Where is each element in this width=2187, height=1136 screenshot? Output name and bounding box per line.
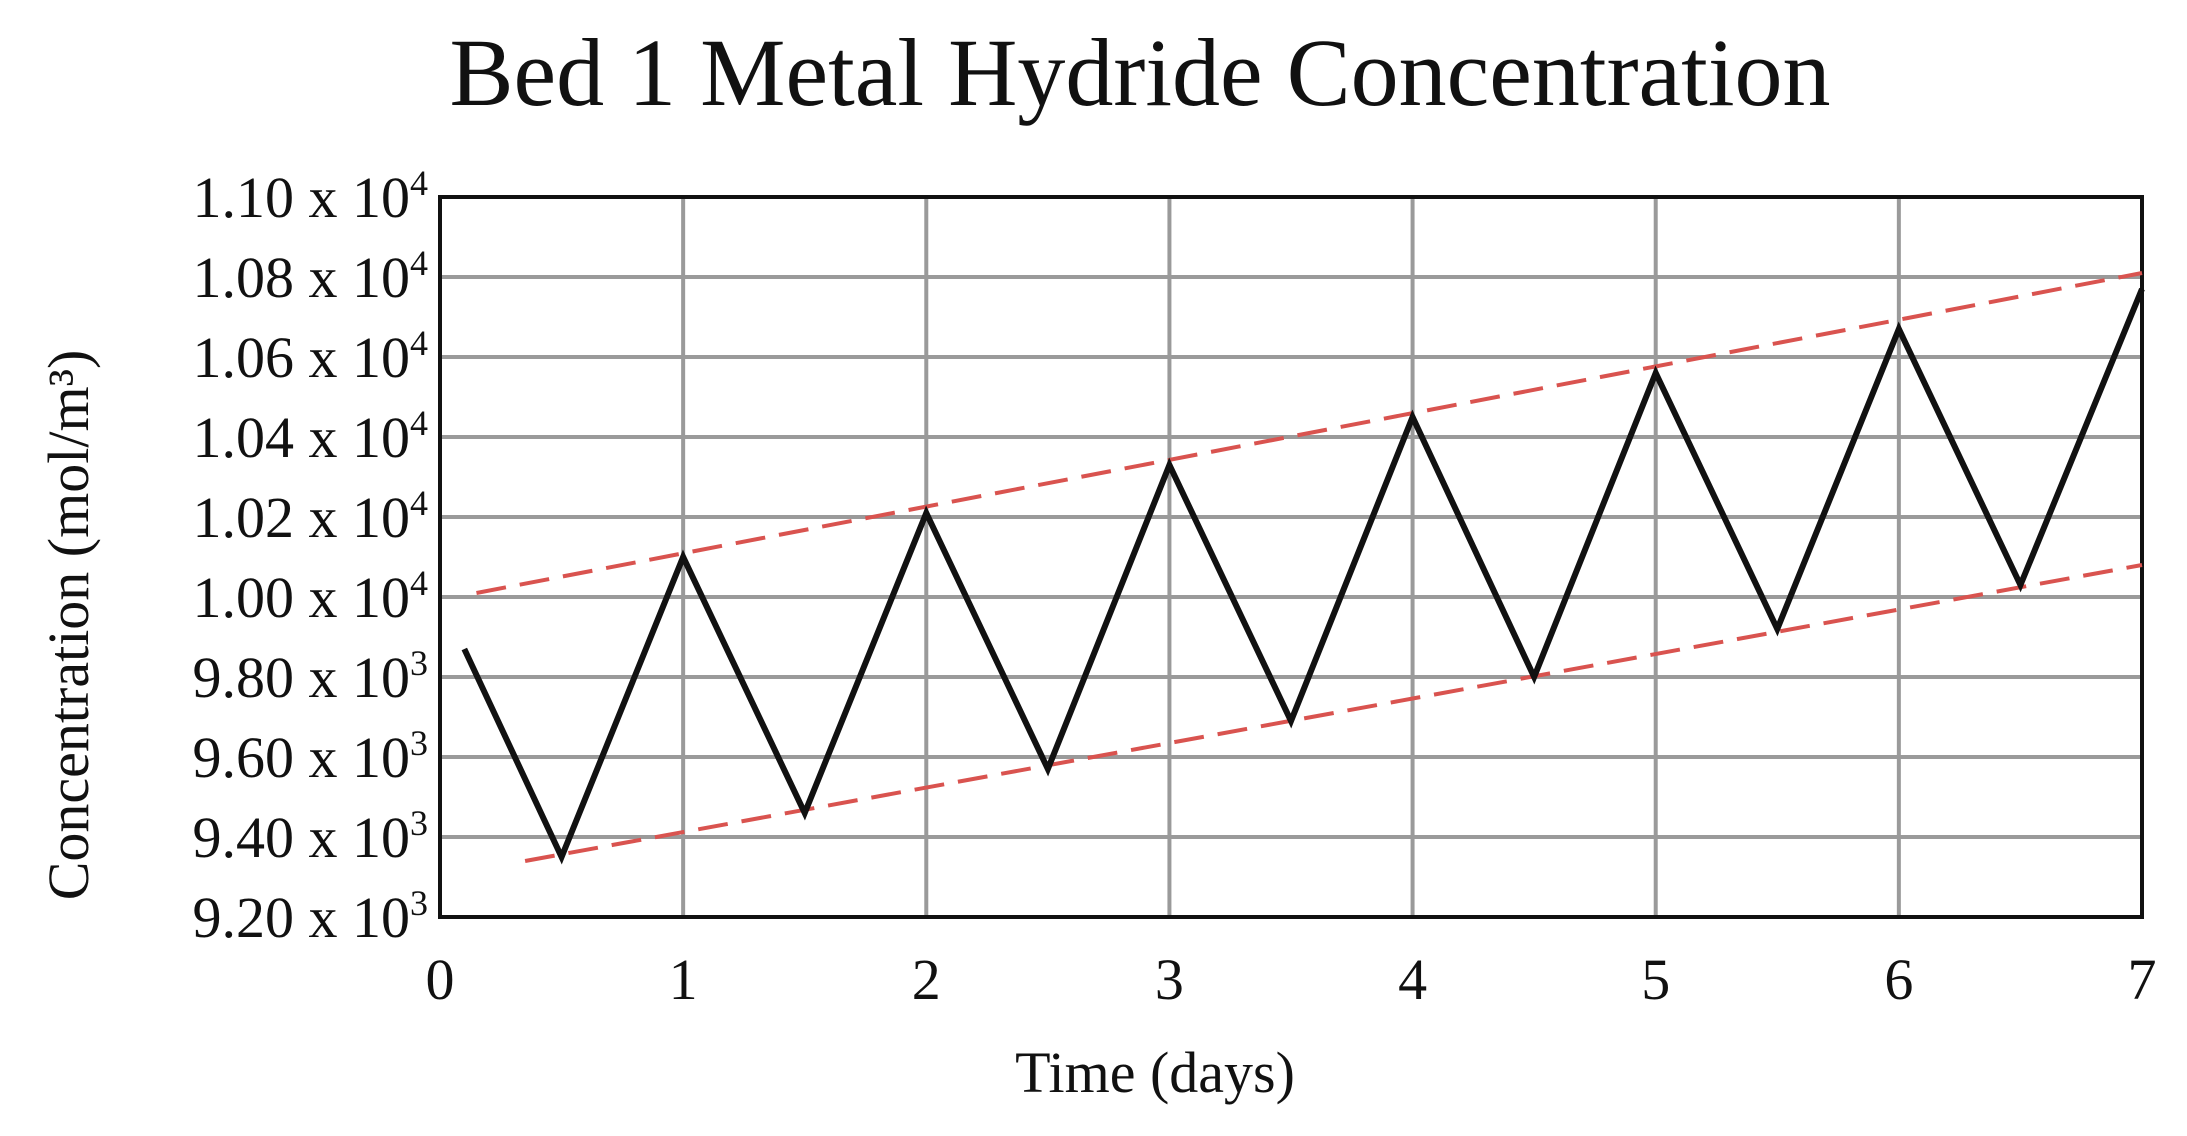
y-tick-label: 1.04 x 104 <box>193 403 429 470</box>
y-tick-label: 9.20 x 103 <box>193 883 429 950</box>
y-tick-label: 9.60 x 103 <box>193 723 429 790</box>
x-tick-label: 6 <box>1884 947 1913 1012</box>
x-tick-label: 1 <box>669 947 698 1012</box>
y-tick-label: 9.40 x 103 <box>193 803 429 870</box>
x-tick-label: 0 <box>426 947 455 1012</box>
series-layer <box>461 287 2145 865</box>
y-tick-label: 1.00 x 104 <box>193 563 429 630</box>
plot-frame <box>438 195 2144 919</box>
y-tick-label: 1.10 x 104 <box>193 163 429 230</box>
x-tick-label: 5 <box>1641 947 1670 1012</box>
grid-layer <box>438 195 2144 919</box>
series-line <box>461 287 2145 865</box>
x-tick-label: 2 <box>912 947 941 1012</box>
y-tick-label: 1.06 x 104 <box>193 323 429 390</box>
trend-line <box>476 271 2143 595</box>
x-tick-labels: 0 1 2 3 4 5 6 7 <box>426 947 2157 1012</box>
y-tick-label: 1.02 x 104 <box>193 483 429 550</box>
x-tick-label: 4 <box>1398 947 1427 1012</box>
y-tick-label: 9.80 x 103 <box>193 643 429 710</box>
x-tick-label: 7 <box>2128 947 2157 1012</box>
y-tick-labels: 9.20 x 103 9.40 x 103 9.60 x 103 9.80 x 103… <box>193 163 429 950</box>
y-tick-label: 1.08 x 104 <box>193 243 429 310</box>
trend-line <box>524 563 2143 863</box>
x-axis-label: Time (days) <box>1015 1040 1295 1105</box>
chart-title: Bed 1 Metal Hydride Concentration <box>450 19 1831 126</box>
y-axis-label: Concentration (mol/m³) <box>36 350 101 901</box>
x-tick-label: 3 <box>1155 947 1184 1012</box>
trend-layer <box>476 271 2143 863</box>
